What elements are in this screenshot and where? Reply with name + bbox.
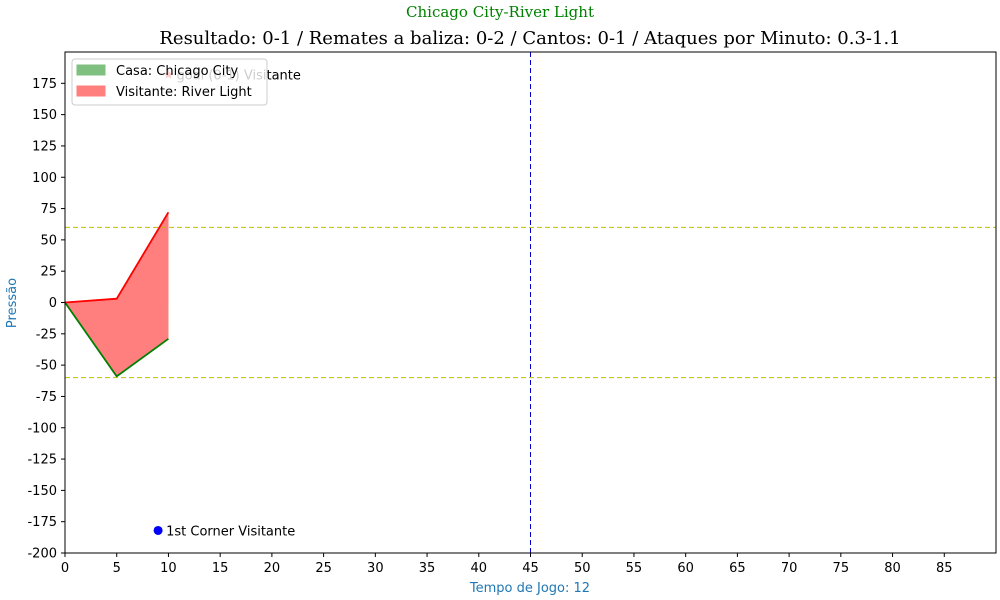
x-tick-label: 30 — [367, 561, 384, 576]
y-tick-label: -50 — [36, 359, 57, 374]
y-tick-label: 175 — [32, 77, 57, 92]
x-tick-label: 60 — [677, 561, 694, 576]
legend-label-1: Visitante: River Light — [116, 85, 252, 100]
series-line-1 — [64, 211, 170, 304]
y-axis: -200 -175 -150 -125 -100 -75 -50 -25 0 25 50 75 100 1… — [27, 77, 65, 562]
y-tick-label: -125 — [27, 453, 57, 468]
match-title: Chicago City-River Light — [406, 3, 594, 21]
series-line-0 — [64, 301, 169, 378]
legend-box — [71, 58, 268, 106]
x-axis-label: Tempo de Jogo: 12 — [469, 581, 590, 596]
y-tick-label: 100 — [32, 171, 57, 186]
x-tick-label: 65 — [729, 561, 746, 576]
y-tick-label: -200 — [27, 547, 57, 562]
stats-title: Resultado: 0-1 / Remates a baliza: 0-2 /… — [159, 28, 900, 49]
x-tick-label: 10 — [160, 561, 177, 576]
x-tick-label: 15 — [212, 561, 229, 576]
y-tick-label: 125 — [32, 139, 57, 154]
y-axis-label: Pressão — [5, 278, 20, 328]
corner-marker — [153, 525, 163, 535]
y-tick-label: -175 — [27, 515, 57, 530]
x-tick-label: 35 — [419, 561, 436, 576]
y-tick-label: 25 — [40, 265, 57, 280]
legend: Casa: Chicago City Visitante: River Light — [71, 58, 268, 106]
x-tick-label: 85 — [936, 561, 953, 576]
x-tick-label: 45 — [522, 561, 539, 576]
y-tick-label: -25 — [36, 327, 57, 342]
x-tick-label: 50 — [574, 561, 591, 576]
y-tick-label: 75 — [40, 202, 57, 217]
x-tick-label: 80 — [884, 561, 901, 576]
annotation-label-1: 1st Corner Visitante — [166, 524, 295, 539]
legend-swatch-0 — [76, 64, 106, 76]
pressure-band — [65, 212, 169, 377]
y-tick-label: 0 — [49, 296, 57, 311]
y-tick-label: -100 — [27, 421, 57, 436]
y-tick-label: -150 — [27, 484, 57, 499]
x-tick-label: 0 — [61, 561, 69, 576]
x-tick-label: 40 — [471, 561, 488, 576]
x-tick-label: 20 — [264, 561, 281, 576]
x-axis: 0 5 10 15 20 25 30 35 40 45 50 55 60 65 70 75 80 85 — [61, 553, 953, 576]
y-tick-label: 150 — [32, 108, 57, 123]
x-tick-label: 75 — [833, 561, 850, 576]
x-tick-label: 55 — [626, 561, 643, 576]
legend-swatch-1 — [76, 85, 106, 97]
x-tick-label: 25 — [315, 561, 332, 576]
y-tick-label: 50 — [40, 233, 57, 248]
x-tick-label: 70 — [781, 561, 798, 576]
x-tick-label: 5 — [113, 561, 121, 576]
y-tick-label: -75 — [36, 390, 57, 405]
legend-label-0: Casa: Chicago City — [116, 64, 238, 79]
